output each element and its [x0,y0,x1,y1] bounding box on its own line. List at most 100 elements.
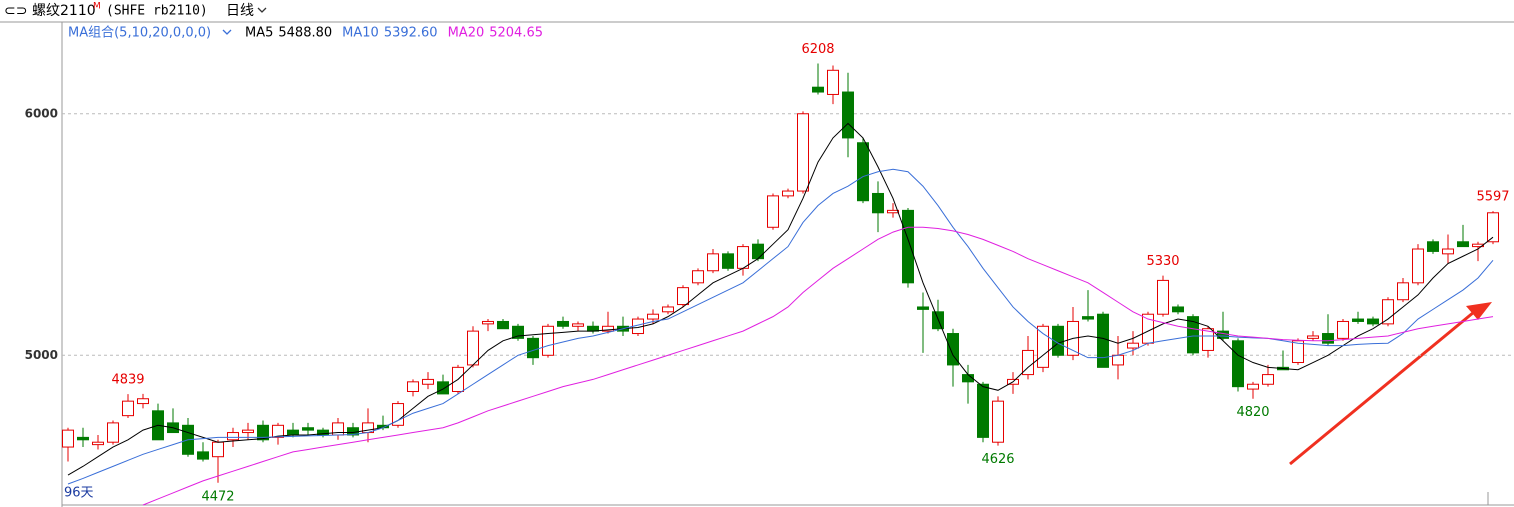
candle-body [482,320,494,325]
extreme-label: 6208 [801,42,834,57]
candle-body [1202,328,1214,351]
candle [77,427,89,448]
ma-line [67,168,1494,485]
candle-body [707,253,719,272]
candle [107,420,119,445]
candle [1382,297,1394,327]
candle [1262,364,1274,387]
candle [1427,239,1439,254]
candle-body [437,381,449,395]
candle-body [1442,248,1454,255]
candle-body [842,91,854,139]
candle [842,72,854,158]
candle [1457,224,1469,248]
candle-body [1337,320,1349,339]
candle-body [572,323,584,327]
candle [257,420,269,443]
candle-body [1427,241,1439,252]
candle-body [1457,241,1469,248]
dropdown-arrow[interactable] [257,7,267,13]
candle [1187,314,1199,356]
symbol-code: (SHFE rb2110) [106,4,208,19]
candle [482,319,494,332]
candle-body [1052,325,1064,356]
candle [812,63,824,95]
candle [1082,290,1094,322]
candle-body [977,383,989,438]
candle [437,374,449,395]
candle [1097,311,1109,368]
candle-body [1112,354,1124,366]
legend-value: 5204.65 [489,26,543,41]
candle-body [737,246,749,269]
candle-body [1352,318,1364,322]
candle-body [257,424,269,441]
candle-body [527,337,539,359]
symbol-flag: M [93,2,101,12]
candle [1037,323,1049,373]
candle [407,379,419,397]
legend-value: 5392.60 [384,26,438,41]
candle [1337,319,1349,341]
period-selector[interactable]: 日线 [226,3,254,19]
candle-body [212,441,224,458]
legend-value: 5488.80 [278,26,332,41]
legend-name: MA5 [245,26,273,41]
candle-body [77,436,89,441]
candle [707,249,719,274]
candle-body [422,378,434,385]
candle [662,304,674,315]
candle [1412,244,1424,286]
candle-body [752,243,764,260]
candle-body [1187,316,1199,354]
candle-body [92,441,104,446]
candle-body [1247,383,1259,390]
candle-body [1322,333,1334,344]
candle [1352,311,1364,324]
candle [602,311,614,334]
candle-body [992,400,1004,443]
candle-body [542,325,554,356]
candle-body [467,330,479,366]
ma-group[interactable]: MA组合(5,10,20,0,0,0) [68,26,211,41]
chart-icon: ⊂⊃ [4,3,27,19]
candle [977,381,989,443]
candle [1052,323,1064,358]
candle-body [1262,374,1274,385]
extreme-label: 4626 [981,452,1014,467]
candle [1367,316,1379,327]
candle [902,207,914,288]
candle-body [902,209,914,284]
candle-body [1412,248,1424,284]
candle [137,393,149,409]
candle-body [1097,313,1109,368]
candle-body [1172,306,1184,313]
candle-body [1232,340,1244,388]
extreme-label: 4472 [201,489,234,504]
candle-body [107,422,119,443]
candle-body [137,398,149,405]
candle [542,323,554,358]
candle-body [1037,325,1049,368]
candle [122,394,134,419]
candle-body [407,381,419,392]
candle [992,396,1004,446]
candle-body [227,432,239,441]
candle-body [677,287,689,306]
dropdown-arrow[interactable] [222,29,232,35]
extreme-label: 5597 [1476,190,1509,205]
candle-body [1367,318,1379,325]
candle-body [797,113,809,192]
candle [1247,381,1259,399]
trend-arrow [1289,302,1492,466]
candle-body [392,403,404,426]
candle [1397,277,1409,303]
candle-body [1307,335,1319,339]
candle [422,372,434,390]
candle-body [872,192,884,214]
candle-body [122,400,134,417]
candle-body [287,429,299,436]
candle [242,422,254,440]
candle-body [242,429,254,434]
extreme-label: 5330 [1146,254,1179,269]
